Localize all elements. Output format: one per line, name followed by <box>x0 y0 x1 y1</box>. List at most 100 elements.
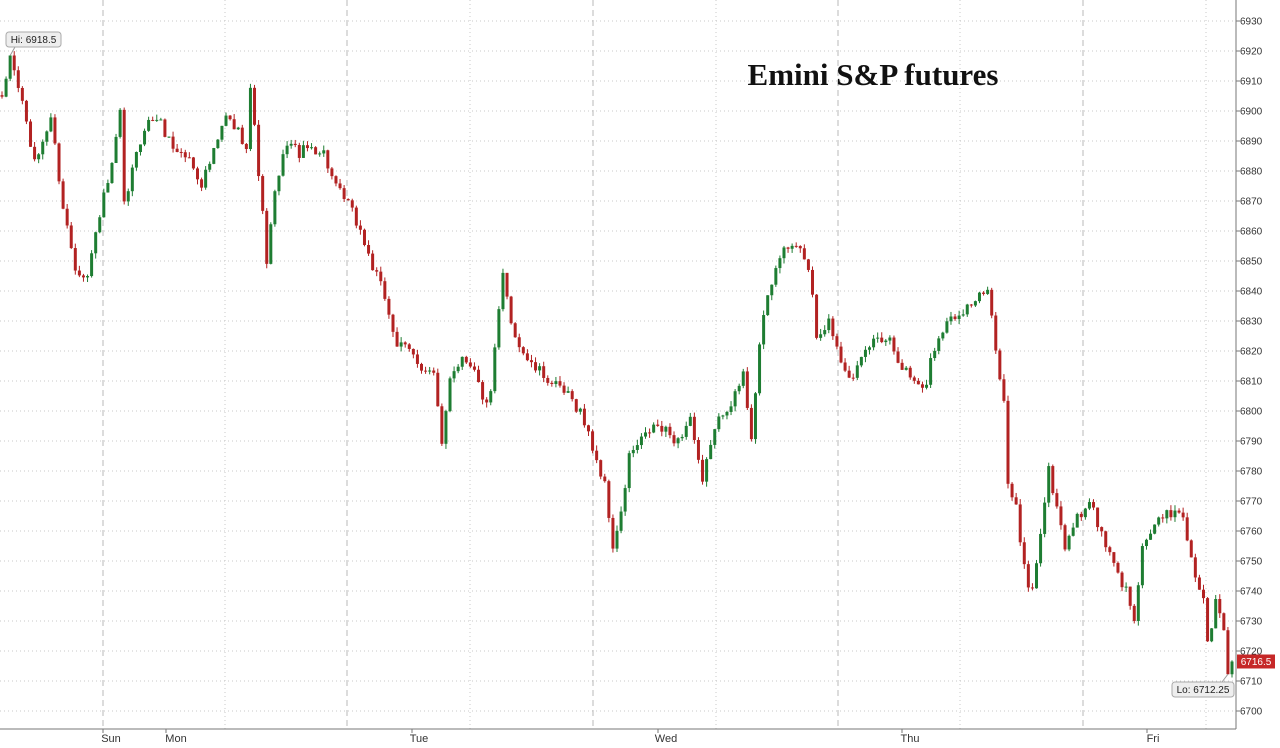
y-tick-label: 6760 <box>1240 527 1263 538</box>
candle-body <box>472 366 476 370</box>
candle-body <box>1132 605 1136 621</box>
candle-body <box>1189 540 1193 558</box>
candle-body <box>20 87 24 101</box>
candle-body <box>440 406 444 444</box>
candle-body <box>672 435 676 444</box>
candle-body <box>428 370 432 372</box>
candle-body <box>424 370 428 372</box>
candle-body <box>733 391 737 407</box>
candle-body <box>1128 586 1132 606</box>
candle-body <box>281 154 285 176</box>
candle-body <box>696 439 700 460</box>
candle-body <box>550 382 554 384</box>
candle-body <box>114 136 118 163</box>
candle-body <box>289 143 293 146</box>
candle-body <box>859 356 863 366</box>
candle-body <box>1173 510 1177 518</box>
candle-body <box>990 289 994 316</box>
candle-body <box>73 248 77 271</box>
candle-body <box>595 450 599 461</box>
candle-body <box>134 152 138 168</box>
candle-body <box>464 356 468 363</box>
candle-body <box>627 453 631 489</box>
candle-body <box>1035 563 1039 589</box>
candle-body <box>538 366 542 371</box>
candle-body <box>269 224 273 264</box>
candle-body <box>387 298 391 315</box>
candle-body <box>171 136 175 149</box>
candle-body <box>778 258 782 269</box>
candle-body <box>420 363 424 371</box>
candle-body <box>314 147 318 155</box>
candle-body <box>122 109 126 202</box>
low-callout-label: Lo: 6712.25 <box>1177 685 1230 696</box>
candle-body <box>452 371 456 379</box>
candle-body <box>1169 510 1173 518</box>
candle-body <box>1030 587 1034 589</box>
candle-body <box>41 141 45 155</box>
candle-body <box>721 415 725 417</box>
candle-body <box>1153 524 1157 534</box>
candle-body <box>566 391 570 393</box>
candle-body <box>705 459 709 482</box>
candle-body <box>163 119 167 137</box>
candle-body <box>900 362 904 370</box>
candle-body <box>644 432 648 437</box>
candle-body <box>444 411 448 444</box>
x-tick-label: Wed <box>655 733 677 745</box>
candle-body <box>236 127 240 130</box>
high-callout-box <box>5 31 62 48</box>
candle-body <box>758 344 762 394</box>
candle-body <box>652 424 656 433</box>
candle-body <box>1201 589 1205 599</box>
candle-body <box>1047 466 1051 503</box>
candle-body <box>1116 562 1120 573</box>
candle-body <box>24 100 28 122</box>
candle-body <box>517 337 521 348</box>
candle-body <box>1112 552 1116 563</box>
candle-body <box>1149 533 1153 540</box>
candle-body <box>8 55 12 79</box>
candle-body <box>1161 517 1165 519</box>
y-tick-label: 6800 <box>1240 407 1263 418</box>
candle-body <box>342 188 346 199</box>
candle-body <box>1222 613 1226 631</box>
candle-body <box>1124 586 1128 588</box>
candle-body <box>1006 400 1010 484</box>
candle-body <box>1022 542 1026 565</box>
candle-body <box>786 247 790 249</box>
candle-body <box>1039 533 1043 564</box>
candle-body <box>1055 493 1059 507</box>
candle-body <box>591 431 595 451</box>
candle-body <box>53 117 57 144</box>
candle-body <box>1197 577 1201 590</box>
y-tick-label: 6820 <box>1240 347 1263 358</box>
candle-body <box>334 176 338 184</box>
candle-body <box>929 358 933 385</box>
candle-body <box>851 377 855 379</box>
candle-body <box>310 147 314 149</box>
candle-body <box>411 348 415 355</box>
candle-body <box>998 350 1002 380</box>
candle-body <box>558 381 562 386</box>
candle-body <box>81 275 85 278</box>
candle-body <box>546 377 550 383</box>
candle-body <box>301 145 305 158</box>
candle-body <box>379 271 383 282</box>
candle-body <box>1193 557 1197 578</box>
candle-body <box>1185 517 1189 541</box>
candle-body <box>648 432 652 434</box>
y-tick-label: 6730 <box>1240 617 1263 628</box>
candle-body <box>912 377 916 381</box>
candle-body <box>896 351 900 363</box>
candle-body <box>688 416 692 426</box>
candle-body <box>762 315 766 345</box>
candle-body <box>1067 535 1071 550</box>
candle-body <box>843 362 847 371</box>
candle-body <box>232 119 236 130</box>
candle-body <box>521 347 525 354</box>
candle-body <box>212 148 216 164</box>
high-callout: Hi: 6918.5 <box>5 31 62 56</box>
candle-body <box>1096 507 1100 528</box>
candle-body <box>819 334 823 338</box>
